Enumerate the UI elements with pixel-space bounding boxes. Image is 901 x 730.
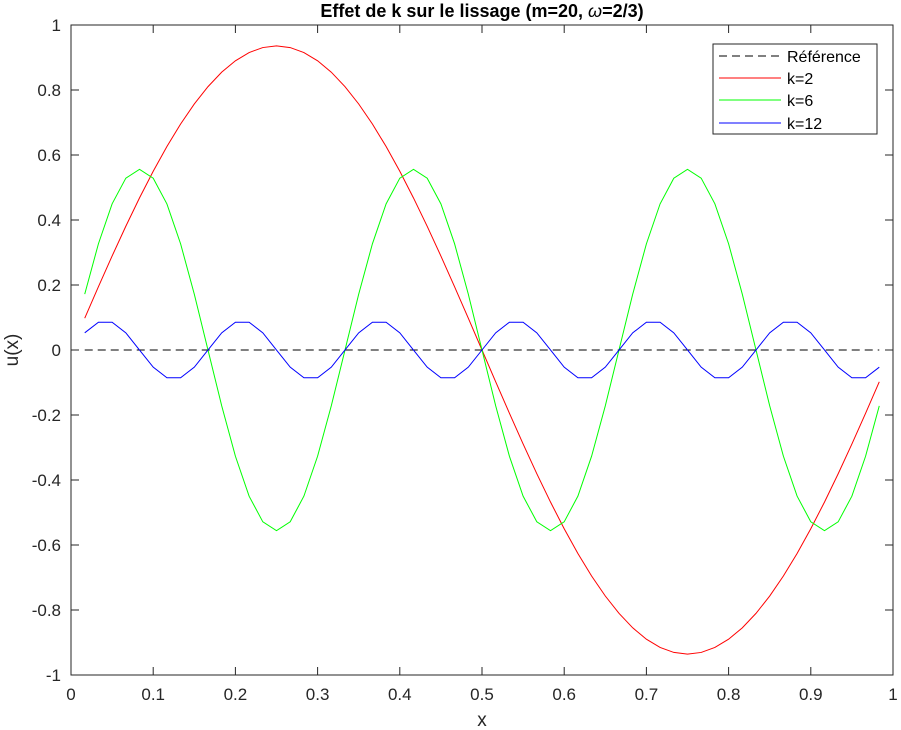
y-tick-label: 1 [52,16,61,35]
x-axis-label: x [477,710,487,730]
legend-box [712,43,878,135]
chart-title-suffix: =2/3) [602,1,644,21]
x-tick-label: 0 [66,685,75,704]
x-tick-label: 0.7 [635,685,659,704]
y-tick-label: 0.6 [37,146,61,165]
y-tick-label: 0.4 [37,211,61,230]
chart-title-prefix: Effet de k sur le lissage (m=20, [320,1,588,21]
y-tick-label: -0.2 [32,406,61,425]
legend-label: Référence [787,49,861,66]
chart-title: Effet de k sur le lissage (m=20, ω=2/3) [320,1,643,21]
x-tick-label: 0.8 [717,685,741,704]
x-tick-label: 0.4 [388,685,412,704]
x-tick-label: 0.2 [224,685,248,704]
x-tick-label: 0.3 [306,685,330,704]
legend-label: k=6 [787,93,813,110]
y-axis-label: u(x) [2,334,23,367]
x-tick-label: 1 [888,685,897,704]
plot-frame [70,24,894,676]
x-tick-label: 0.1 [141,685,165,704]
y-tick-label: 0.8 [37,81,61,100]
x-tick-label: 0.9 [799,685,823,704]
series-layer [84,45,880,655]
legend-label: k=2 [787,71,813,88]
y-tick-label: -0.4 [32,471,61,490]
y-tick-label: 0 [52,341,61,360]
legend-label: k=12 [787,116,822,133]
ticks-layer: 0 0.1 0.2 0.3 0.4 0.5 0.6 0.7 0.8 0.9 1 -1 -0.8 -0.6 -… [32,16,898,704]
chart-title-omega: ω [588,1,602,21]
series-line-k-12 [84,321,880,379]
y-tick-label: 0.2 [37,276,61,295]
y-tick-label: -0.6 [32,536,61,555]
y-tick-label: -1 [46,666,61,685]
legend: Référence k=2 k=6 k=12 [712,43,878,135]
x-tick-label: 0.6 [552,685,576,704]
y-tick-label: -0.8 [32,601,61,620]
x-tick-label: 0.5 [470,685,494,704]
